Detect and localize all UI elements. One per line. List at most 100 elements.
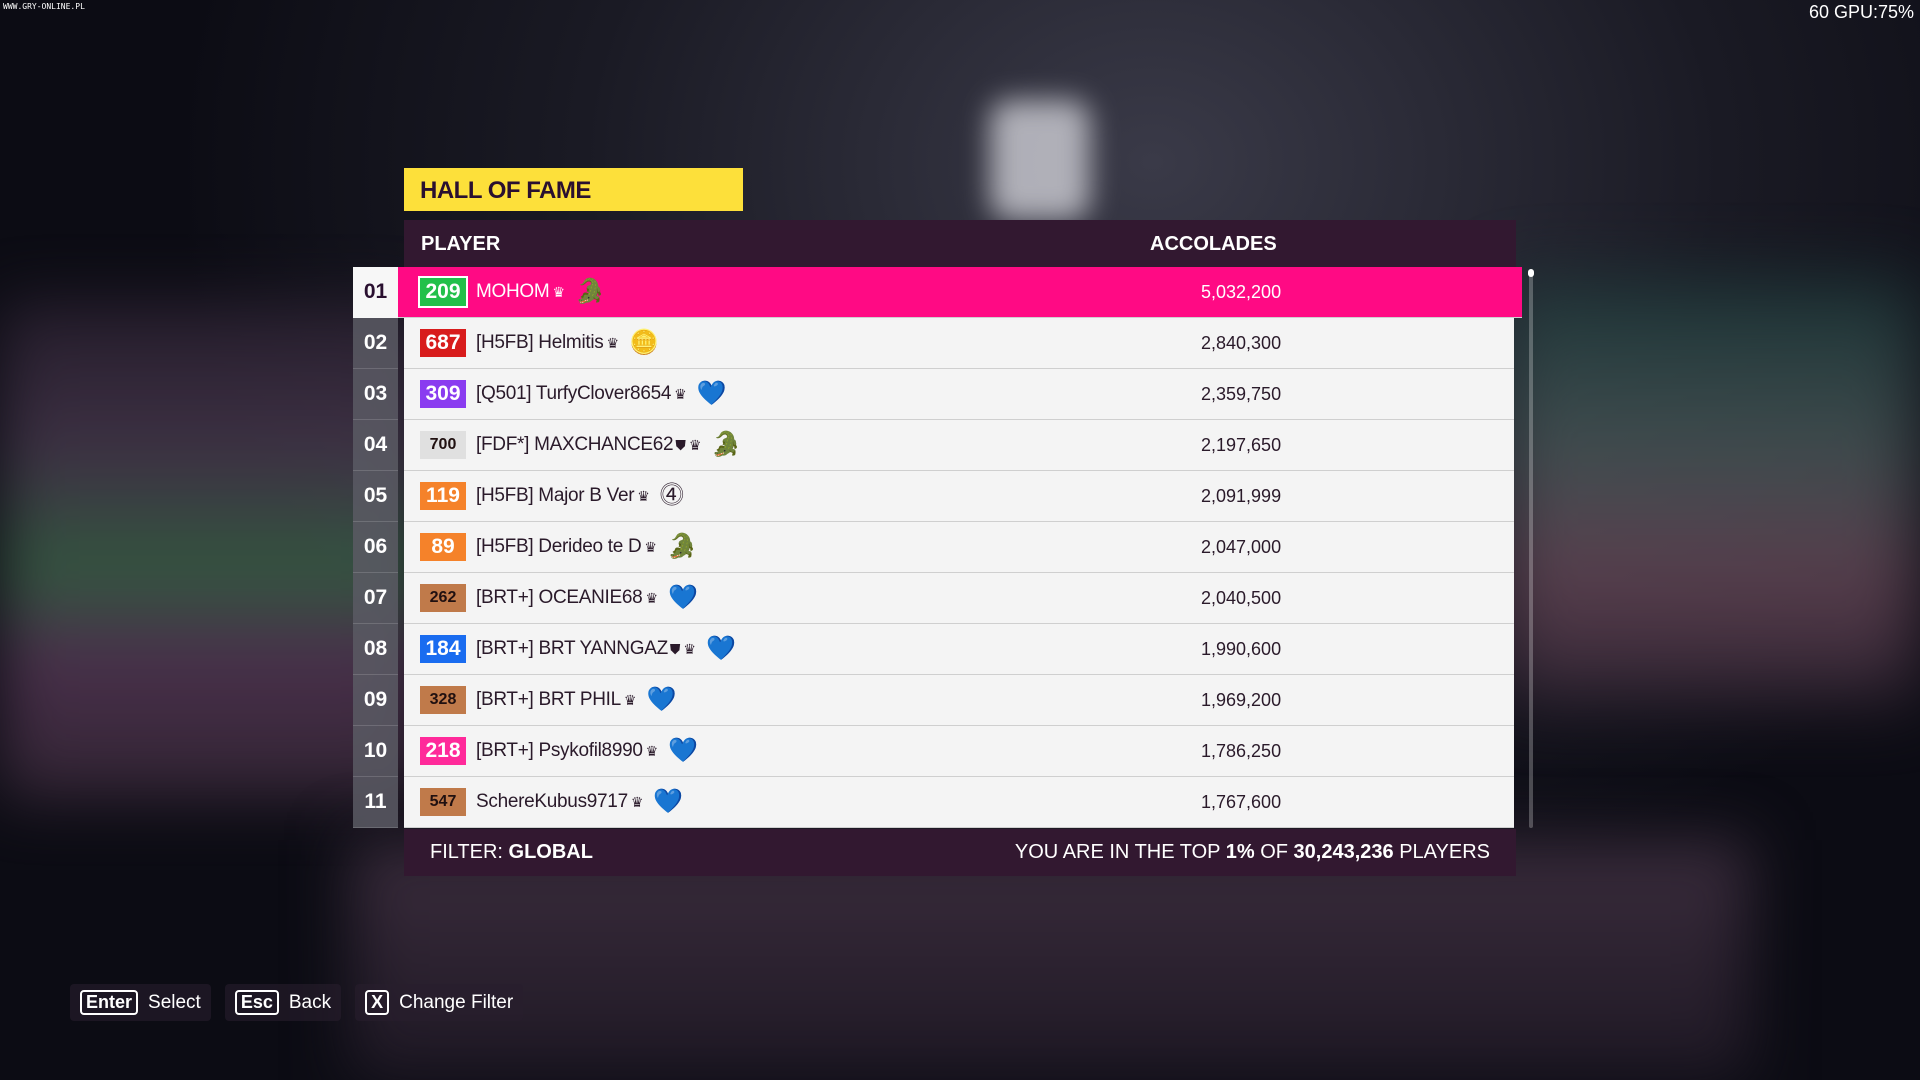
table-row[interactable]: 02 687 [H5FB] Helmitis ♛ 🪙 2,840,300	[353, 318, 1523, 369]
player-cell: 184 [BRT+] BRT YANNGAZ ⛊ ♛ 💙 1,990,600	[404, 624, 1514, 675]
player-name: [H5FB] Major B Ver	[476, 485, 635, 506]
crocodile-icon: 🐊	[575, 278, 605, 305]
rank: 03	[353, 369, 398, 420]
player-name: [BRT+] BRT YANNGAZ	[476, 638, 668, 659]
player-name: SchereKubus9717	[476, 791, 628, 812]
table-row[interactable]: 05 119 [H5FB] Major B Ver ♛ ⓸ 2,091,999	[353, 471, 1523, 522]
table-row[interactable]: 01 209 MOHOM ♛ 🐊 5,032,200	[353, 267, 1523, 318]
table-row[interactable]: 07 262 [BRT+] OCEANIE68 ♛ 💙 2,040,500	[353, 573, 1523, 624]
esc-key-icon: Esc	[234, 990, 279, 1015]
rank: 06	[353, 522, 398, 573]
player-name: [BRT+] BRT PHIL	[476, 689, 621, 710]
player-cell: 687 [H5FB] Helmitis ♛ 🪙 2,840,300	[404, 318, 1514, 369]
background-blur	[1500, 280, 1920, 700]
crown-icon: ♛	[637, 487, 650, 504]
background-blur	[990, 100, 1090, 220]
table-row[interactable]: 11 547 SchereKubus9717 ♛ 💙 1,767,600	[353, 777, 1523, 828]
rank: 02	[353, 318, 398, 369]
table-row[interactable]: 06 89 [H5FB] Derideo te D ♛ 🐊 2,047,000	[353, 522, 1523, 573]
performance-overlay: 60 GPU:75%	[1808, 2, 1914, 22]
43-icon: ⓸	[659, 482, 684, 509]
level-badge: 687	[420, 329, 466, 357]
scrollbar[interactable]	[1528, 269, 1534, 828]
column-accolades: ACCOLADES	[1150, 233, 1277, 255]
hint-label: Change Filter	[399, 991, 514, 1013]
rank-summary: YOU ARE IN THE TOP 1% OF 30,243,236 PLAY…	[1015, 841, 1490, 864]
player-name: [FDF*] MAXCHANCE62	[476, 434, 674, 455]
table-header: PLAYER ACCOLADES	[404, 220, 1516, 267]
table-row[interactable]: 09 328 [BRT+] BRT PHIL ♛ 💙 1,969,200	[353, 675, 1523, 726]
accolades-value: 2,359,750	[1201, 383, 1282, 404]
top-percent: 1%	[1225, 841, 1255, 863]
accolades-value: 1,990,600	[1201, 638, 1282, 659]
select-hint[interactable]: Enter Select	[70, 984, 211, 1021]
crown-icon: ♛	[606, 334, 620, 351]
player-name: [BRT+] OCEANIE68	[476, 587, 643, 608]
level-badge: 184	[420, 635, 466, 663]
crown-icon: ♛	[623, 691, 637, 708]
summary-text: PLAYERS	[1399, 841, 1490, 863]
player-name: [BRT+] Psykofil8990	[476, 740, 643, 761]
back-hint[interactable]: Esc Back	[224, 984, 342, 1021]
accolades-value: 1,969,200	[1201, 689, 1282, 710]
crocodile-icon: 🐊	[666, 533, 697, 560]
rank: 11	[353, 777, 398, 828]
crown-icon: ♛	[645, 589, 659, 606]
table-row[interactable]: 08 184 [BRT+] BRT YANNGAZ ⛊ ♛ 💙 1,990,60…	[353, 624, 1523, 675]
shield-icon: ⛊	[669, 640, 681, 657]
player-cell: 262 [BRT+] OCEANIE68 ♛ 💙 2,040,500	[404, 573, 1514, 624]
summary-text: OF	[1260, 841, 1288, 863]
crown-icon: ♛	[552, 283, 565, 300]
table-row[interactable]: 03 309 [Q501] TurfyClover8654 ♛ 💙 2,359,…	[353, 369, 1523, 420]
player-cell: 119 [H5FB] Major B Ver ♛ ⓸ 2,091,999	[404, 471, 1514, 522]
rank: 08	[353, 624, 398, 675]
heart-icon: 💙	[705, 635, 736, 662]
accolades-value: 5,032,200	[1201, 281, 1282, 302]
heart-icon: 💙	[696, 380, 727, 407]
accolades-value: 2,040,500	[1201, 587, 1282, 608]
player-cell: 547 SchereKubus9717 ♛ 💙 1,767,600	[404, 777, 1514, 828]
change-filter-hint[interactable]: X Change Filter	[355, 984, 524, 1021]
level-badge: 89	[420, 533, 466, 561]
page-title: HALL OF FAME	[404, 168, 743, 211]
scrollbar-thumb[interactable]	[1528, 269, 1534, 277]
accolades-value: 1,767,600	[1201, 791, 1282, 812]
heart-icon: 💙	[668, 737, 699, 764]
level-badge: 309	[420, 380, 466, 408]
accolades-value: 2,091,999	[1201, 485, 1282, 506]
accolades-value: 2,840,300	[1201, 332, 1282, 353]
player-cell: 700 [FDF*] MAXCHANCE62 ⛊ ♛ 🐊 2,197,650	[404, 420, 1514, 471]
shield-icon: ⛊	[675, 436, 686, 453]
player-name: [H5FB] Derideo te D	[476, 536, 642, 557]
level-badge: 547	[420, 788, 466, 816]
h-coin-icon: 🪙	[629, 329, 659, 356]
player-name: [Q501] TurfyClover8654	[476, 383, 672, 404]
rank: 04	[353, 420, 398, 471]
background-blur	[350, 840, 1750, 1080]
level-badge: 209	[418, 276, 468, 308]
crown-icon: ♛	[645, 742, 659, 759]
player-cell: 309 [Q501] TurfyClover8654 ♛ 💙 2,359,750	[404, 369, 1514, 420]
crown-icon: ♛	[683, 640, 696, 657]
player-cell: 209 MOHOM ♛ 🐊 5,032,200	[398, 267, 1522, 318]
level-badge: 262	[420, 584, 466, 612]
hint-label: Back	[288, 991, 332, 1013]
crown-icon: ♛	[644, 538, 657, 555]
level-badge: 328	[420, 686, 466, 714]
leaderboard-footer: FILTER: GLOBAL YOU ARE IN THE TOP 1% OF …	[404, 829, 1516, 876]
heart-icon: 💙	[668, 584, 698, 611]
rank: 05	[353, 471, 398, 522]
crown-icon: ♛	[674, 385, 687, 402]
table-row[interactable]: 04 700 [FDF*] MAXCHANCE62 ⛊ ♛ 🐊 2,197,65…	[353, 420, 1523, 471]
total-players: 30,243,236	[1293, 841, 1394, 863]
accolades-value: 1,786,250	[1201, 740, 1282, 761]
heart-icon: 💙	[646, 686, 677, 713]
heart-icon: 💙	[653, 788, 684, 815]
rank: 07	[353, 573, 398, 624]
table-row[interactable]: 10 218 [BRT+] Psykofil8990 ♛ 💙 1,786,250	[353, 726, 1523, 777]
enter-key-icon: Enter	[80, 990, 139, 1015]
summary-text: YOU ARE IN THE TOP	[1014, 841, 1221, 863]
rank: 10	[353, 726, 398, 777]
crown-icon: ♛	[630, 793, 644, 810]
accolades-value: 2,197,650	[1201, 434, 1282, 455]
